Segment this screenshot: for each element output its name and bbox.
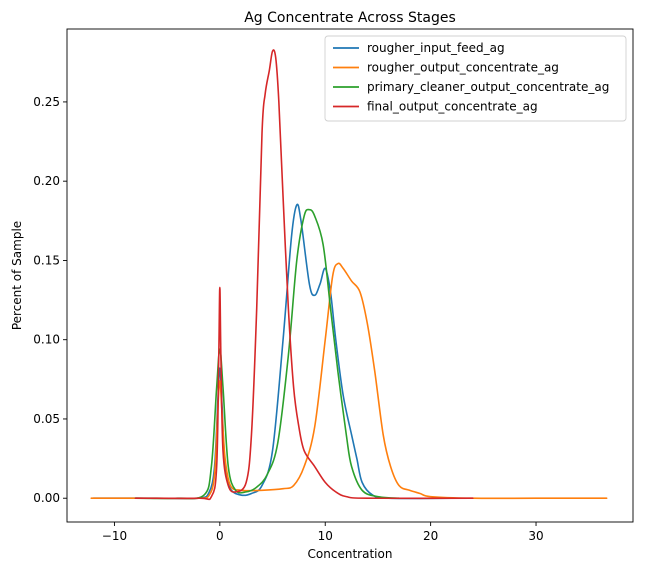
series-layer [90,49,608,501]
y-tick-label: 0.25 [33,95,60,109]
y-axis: 0.00 0.05 0.10 0.15 0.20 0.25 [33,95,67,505]
y-tick-label: 0.10 [33,333,60,347]
legend-box [324,35,627,122]
legend-label: rougher_output_concentrate_ag [367,61,559,75]
x-tick-label: 0 [216,529,224,543]
series-line-final_output_concentrate_ag [134,49,474,501]
y-tick-label: 0.20 [33,174,60,188]
y-tick-label: 0.05 [33,412,60,426]
x-axis: −10 0 10 20 30 [102,522,544,543]
legend: rougher_input_feed_ag rougher_output_conc… [324,35,627,122]
x-tick-label: 20 [423,529,438,543]
series-line-primary_cleaner_output_concentrate_ag [134,208,400,500]
x-axis-label: Concentration [308,547,393,561]
legend-label: primary_cleaner_output_concentrate_ag [367,80,609,94]
y-tick-label: 0.15 [33,253,60,267]
legend-label: rougher_input_feed_ag [367,41,505,55]
plot-frame [66,28,634,523]
y-axis-label: Percent of Sample [10,221,24,330]
x-tick-label: 30 [528,529,543,543]
legend-label: final_output_concentrate_ag [367,100,538,114]
chart-title: Ag Concentrate Across Stages [244,10,456,26]
x-tick-label: −10 [102,529,127,543]
x-tick-label: 10 [318,529,333,543]
y-tick-label: 0.00 [33,491,60,505]
